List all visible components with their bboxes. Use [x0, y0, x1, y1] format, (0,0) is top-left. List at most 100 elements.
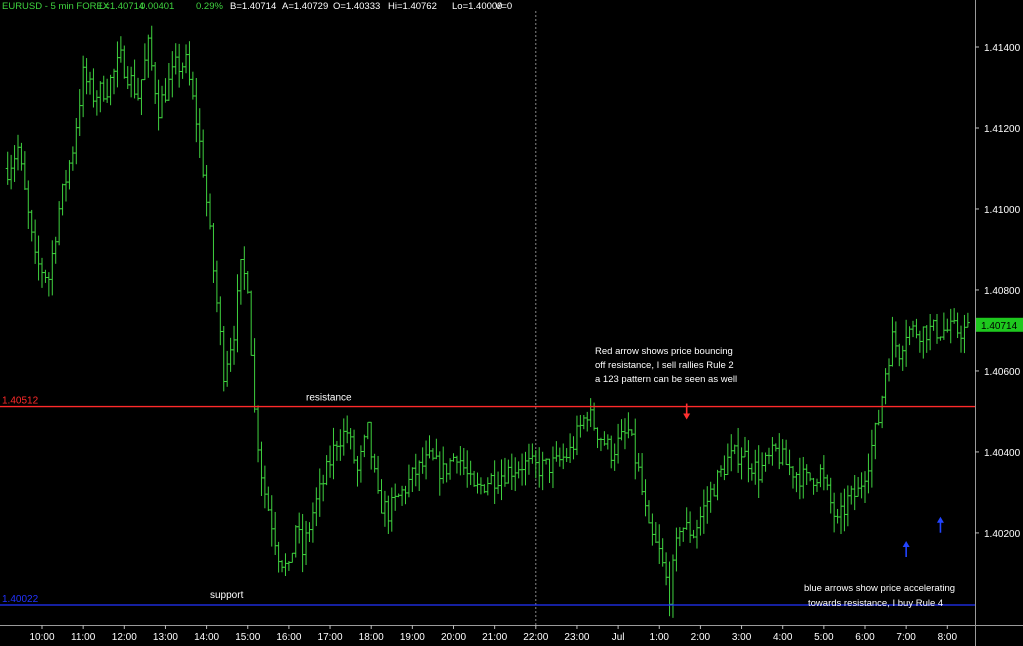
ohlc-bar — [139, 79, 144, 116]
ohlc-bar — [232, 325, 237, 365]
ohlc-bar — [334, 440, 339, 461]
ohlc-bar — [924, 325, 929, 353]
ohlc-bar — [547, 458, 552, 484]
x-tick-label: Jul — [612, 632, 625, 643]
ohlc-bar — [941, 312, 946, 340]
x-tick-label: 6:00 — [855, 632, 875, 643]
ohlc-bar — [5, 151, 10, 185]
ohlc-bar — [108, 74, 113, 106]
ohlc-bar — [84, 58, 89, 95]
ohlc-bar — [365, 421, 370, 440]
ohlc-bar — [475, 472, 480, 494]
ohlc-bar — [948, 308, 953, 344]
ohlc-bar — [424, 440, 429, 480]
ohlc-bar — [88, 71, 93, 95]
ohlc-bar — [890, 316, 895, 367]
ohlc-bar — [451, 453, 456, 462]
ohlc-bar — [293, 525, 298, 558]
ohlc-bar — [938, 336, 943, 341]
ohlc-bar — [688, 511, 693, 543]
ohlc-bar — [286, 561, 291, 571]
ohlc-bar — [578, 414, 583, 438]
annotation-line: off resistance, I sell rallies Rule 2 — [595, 360, 734, 371]
ohlc-bar — [773, 443, 778, 452]
last-price-label: 1.40714 — [981, 321, 1018, 332]
ohlc-bar — [297, 512, 302, 544]
ohlc-bar — [568, 433, 573, 463]
arrow-head — [683, 413, 691, 420]
ohlc-bar — [238, 258, 243, 305]
ohlc-bar — [218, 296, 223, 346]
ohlc-bar — [12, 145, 17, 182]
ohlc-bar — [448, 458, 453, 480]
y-tick-label: 1.41400 — [984, 43, 1021, 54]
ohlc-bar — [814, 478, 819, 492]
ohlc-bar — [184, 44, 189, 74]
ohlc-bar — [585, 411, 590, 432]
ohlc-bar — [304, 520, 309, 566]
x-tick-label: 21:00 — [482, 632, 507, 643]
ohlc-bar — [136, 77, 141, 101]
ohlc-bar — [674, 527, 679, 572]
ohlc-bar — [321, 474, 326, 502]
ohlc-bar — [838, 492, 843, 535]
ohlc-bar — [352, 429, 357, 464]
x-tick-label: 11:00 — [71, 632, 96, 643]
x-tick-label: 17:00 — [318, 632, 343, 643]
ohlc-bar — [413, 453, 418, 487]
red-arrow-icon — [683, 403, 691, 420]
ohlc-bar — [849, 485, 854, 505]
ohlc-bar — [91, 68, 96, 108]
ohlc-bar — [98, 81, 103, 113]
ohlc-bar — [153, 61, 158, 104]
ohlc-bar — [256, 405, 261, 463]
ohlc-bar — [574, 415, 579, 456]
ohlc-bar — [67, 160, 72, 190]
ohlc-bar — [965, 312, 970, 328]
ohlc-bar — [794, 472, 799, 493]
ohlc-bar — [478, 477, 483, 495]
ohlc-bar — [362, 434, 367, 458]
y-tick-label: 1.41000 — [984, 205, 1021, 216]
ohlc-bar — [252, 338, 257, 413]
ohlc-bar — [626, 412, 631, 439]
ohlc-bar — [873, 422, 878, 460]
ohlc-bar — [269, 495, 274, 547]
ohlc-bar — [581, 415, 586, 430]
x-tick-label: 18:00 — [359, 632, 384, 643]
ohlc-bar — [379, 479, 384, 514]
ohlc-bar — [115, 41, 120, 88]
ohlc-bar — [492, 460, 497, 504]
ohlc-bar — [869, 429, 874, 488]
ohlc-bar — [818, 464, 823, 488]
ohlc-bar — [314, 487, 319, 527]
ohlc-bar — [434, 438, 439, 460]
ohlc-bar — [513, 457, 518, 492]
ohlc-bar — [331, 427, 336, 480]
ohlc-bar — [177, 43, 182, 88]
ohlc-bar — [166, 62, 171, 101]
ohlc-bar — [962, 314, 967, 354]
ohlc-bar — [777, 433, 782, 470]
header-ask: A=1.40729 — [282, 1, 328, 12]
ohlc-bar — [917, 330, 922, 353]
ohlc-bar — [935, 313, 940, 344]
ohlc-bar — [300, 513, 305, 573]
ohlc-bar — [132, 59, 137, 99]
ohlc-bar — [650, 513, 655, 546]
ohlc-bar — [866, 453, 871, 494]
ohlc-bar — [400, 485, 405, 506]
support-value-label: 1.40022 — [2, 594, 39, 605]
header-bid: B=1.40714 — [230, 1, 276, 12]
ohlc-bar — [749, 463, 754, 481]
ohlc-bar — [53, 236, 58, 264]
x-tick-label: 15:00 — [235, 632, 260, 643]
ohlc-bar — [15, 134, 20, 171]
ohlc-bar — [763, 452, 768, 472]
x-tick-label: 2:00 — [691, 632, 711, 643]
ohlc-bar — [101, 75, 106, 102]
ohlc-bar — [588, 398, 593, 428]
ohlc-bar — [187, 41, 192, 86]
ohlc-bar — [57, 201, 62, 246]
ohlc-bar — [564, 448, 569, 463]
